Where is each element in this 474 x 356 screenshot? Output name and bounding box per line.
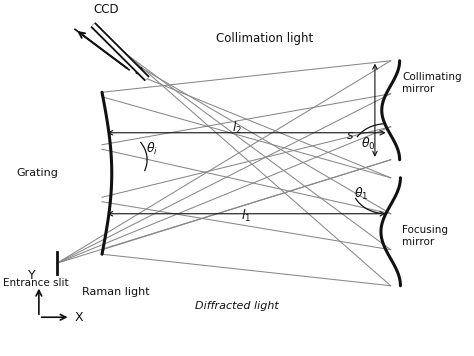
Text: $s$: $s$	[346, 129, 354, 141]
Text: Raman light: Raman light	[82, 288, 149, 298]
Text: $l_1$: $l_1$	[241, 208, 251, 224]
Text: X: X	[74, 311, 83, 324]
Text: $\theta_0$: $\theta_0$	[361, 136, 375, 152]
Text: $\theta_i$: $\theta_i$	[146, 141, 158, 157]
Text: Collimation light: Collimation light	[216, 32, 313, 45]
Text: Diffracted light: Diffracted light	[195, 301, 279, 311]
Text: Y: Y	[28, 269, 36, 282]
Text: Focusing
mirror: Focusing mirror	[402, 225, 448, 247]
Text: CCD: CCD	[94, 3, 119, 16]
Text: Entrance slit: Entrance slit	[3, 278, 68, 288]
Text: Collimating
mirror: Collimating mirror	[402, 73, 462, 94]
Text: $l_2$: $l_2$	[232, 120, 242, 136]
Text: Grating: Grating	[16, 168, 58, 178]
Text: $\theta_1$: $\theta_1$	[354, 185, 369, 201]
